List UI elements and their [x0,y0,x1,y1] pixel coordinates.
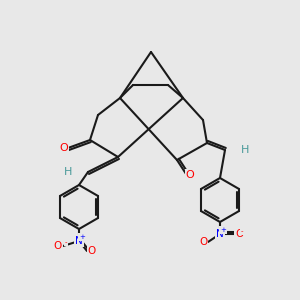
Text: N: N [216,229,224,239]
Text: O: O [88,246,96,256]
Text: O: O [199,237,207,247]
Text: +: + [79,234,85,240]
Text: O: O [235,229,243,239]
Text: H: H [241,145,249,155]
Text: H: H [64,167,72,177]
Text: +: + [220,227,226,233]
Text: O: O [186,170,194,180]
Text: O: O [60,143,68,153]
Text: N: N [75,236,83,246]
Text: -: - [65,239,67,245]
Text: -: - [241,228,243,234]
Text: O: O [54,241,62,251]
